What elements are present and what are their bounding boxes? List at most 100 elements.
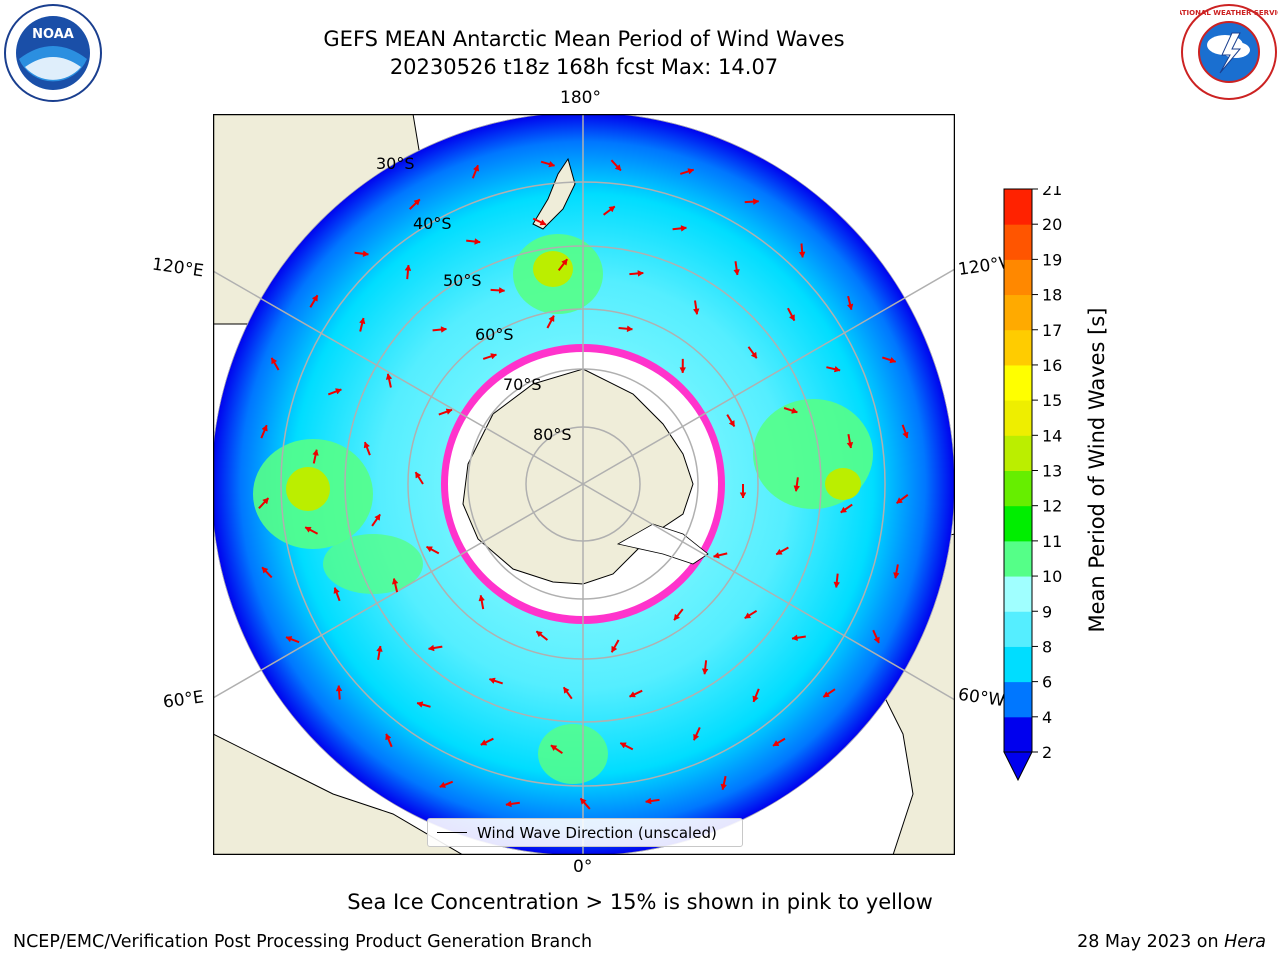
chart-subtitle: 20230526 t18z 168h fcst Max: 14.07: [389, 55, 779, 79]
wave-direction-arrowhead: [535, 630, 543, 638]
colorbar-tick-label: 8: [1042, 637, 1052, 656]
colorbar-tick-label: 2: [1042, 743, 1052, 762]
colorbar-tick-label: 15: [1042, 391, 1062, 410]
footer-system: Hera: [1224, 932, 1266, 952]
colorbar-tick-label: 4: [1042, 708, 1052, 727]
colorbar-tick-label: 9: [1042, 602, 1052, 621]
wave-direction-arrowhead: [548, 315, 555, 323]
legend-label: Wind Wave Direction (unscaled): [477, 823, 717, 842]
wave-direction-arrowhead: [788, 314, 795, 322]
new-zealand-land: [532, 157, 576, 230]
wave-direction-arrowhead: [261, 566, 269, 574]
colorbar-tick-label: 19: [1042, 250, 1062, 269]
wave-direction-arrowhead: [474, 238, 481, 245]
lon-label-180: 180°: [560, 88, 601, 108]
wave-direction-arrowhead: [750, 351, 758, 359]
wave-direction-arrowhead: [415, 471, 422, 479]
wave-direction-arrowhead: [359, 317, 366, 325]
wave-direction-arrowhead: [728, 420, 735, 427]
wave-direction-arrowhead: [580, 798, 587, 805]
wave-direction-arrowhead: [498, 287, 506, 294]
wave-direction-arrowhead: [611, 645, 618, 653]
colorbar-extend-triangle: [1003, 751, 1033, 782]
wave-direction-arrowhead: [619, 742, 627, 749]
wave-direction-arrowhead: [902, 431, 909, 439]
wave-direction-arrowhead: [680, 225, 688, 232]
wave-direction-arrowhead: [693, 733, 700, 741]
africa-land: [213, 733, 464, 855]
wave-direction-arrowhead: [362, 250, 370, 257]
noaa-logo: NOAA: [3, 3, 103, 103]
wave-direction-arrowhead: [798, 251, 806, 258]
colorbar-block: [1004, 189, 1032, 225]
lat-label-80s: 80°S: [533, 425, 572, 444]
wave-direction-arrowhead: [645, 797, 652, 805]
wave-direction-arrowhead: [385, 373, 393, 380]
wave-direction-arrowhead: [626, 325, 634, 333]
wave-direction-arrowhead: [775, 548, 783, 555]
footer-date-text: 28 May 2023 on: [1077, 932, 1225, 952]
wave-direction-arrowhead: [445, 408, 453, 415]
wave-direction-arrowhead: [312, 449, 319, 456]
colorbar-tick-label: 12: [1042, 497, 1062, 516]
wave-direction-arrowhead: [791, 407, 798, 414]
wave-direction-arrowhead: [701, 668, 709, 675]
wave-direction-arrowhead: [488, 677, 496, 684]
colorbar-tick-label: 17: [1042, 321, 1062, 340]
wind-wave-arrows: [258, 159, 909, 810]
wave-direction-arrowhead: [733, 269, 740, 276]
wave-direction-arrowhead: [548, 160, 556, 168]
wave-direction-arrowhead: [629, 691, 636, 698]
wave-direction-arrowhead: [637, 270, 644, 277]
wave-direction-arrowhead: [413, 199, 421, 206]
colorbar: 21 20 19 18 17 16 15 14 13 12 11 10 9 8 6 4 2: [1000, 180, 1090, 786]
colorbar-block: [1004, 294, 1032, 331]
wave-direction-arrowhead: [416, 701, 424, 708]
colorbar-block: [1004, 681, 1032, 718]
colorbar-block: [1004, 329, 1032, 366]
wave-direction-arrowhead: [427, 644, 435, 652]
nws-logo: NATIONAL WEATHER SERVICE: [1171, 3, 1280, 101]
colorbar-tick-label: 20: [1042, 215, 1062, 234]
wave-direction-arrowhead: [833, 365, 841, 373]
wave-direction-arrowhead: [687, 168, 695, 175]
wave-direction-arrowhead: [262, 497, 269, 505]
wave-direction-arrowhead: [333, 587, 340, 594]
wave-direction-arrowhead: [404, 264, 412, 271]
chart-title: GEFS MEAN Antarctic Mean Period of Wind …: [323, 27, 845, 51]
wave-direction-arrowhead: [833, 581, 841, 589]
wave-direction-arrowhead: [426, 546, 433, 553]
wave-direction-arrowhead: [744, 612, 752, 619]
colorbar-block: [1004, 224, 1032, 260]
nws-logo-text: NATIONAL WEATHER SERVICE: [1180, 9, 1278, 17]
colorbar-block: [1004, 470, 1032, 507]
wave-direction-arrowhead: [550, 745, 558, 752]
lat-label-50s: 50°S: [443, 271, 482, 290]
wave-direction-arrowhead: [873, 636, 880, 644]
wave-direction-arrowhead: [480, 739, 488, 746]
footer-date: 28 May 2023 on Hera: [1077, 932, 1266, 952]
wave-direction-arrowhead: [846, 303, 854, 311]
legend-line-swatch: [437, 832, 467, 833]
lon-label-120e: 120°E: [150, 254, 205, 282]
colorbar-block: [1004, 646, 1032, 683]
lon-label-60w: 60°W: [956, 684, 1007, 712]
colorbar-block: [1004, 364, 1032, 401]
lat-label-30s: 30°S: [376, 154, 415, 173]
colorbar-block: [1004, 259, 1032, 296]
wave-direction-arrowhead: [311, 294, 318, 302]
lat-label-60s: 60°S: [475, 325, 514, 344]
wave-direction-arrowhead: [679, 367, 687, 374]
wave-direction-arrowhead: [846, 441, 854, 449]
wave-direction-arrowhead: [472, 164, 480, 172]
colorbar-label: Mean Period of Wind Waves [s]: [1085, 307, 1109, 633]
colorbar-tick-label: 6: [1042, 673, 1052, 692]
wave-direction-arrowhead: [505, 800, 512, 808]
wave-direction-arrowhead: [673, 613, 681, 621]
footer-credit: NCEP/EMC/Verification Post Processing Pr…: [13, 932, 593, 952]
wave-direction-arrowhead: [385, 733, 392, 741]
wave-direction-arrowhead: [304, 526, 312, 533]
wave-direction-arrowhead: [335, 684, 343, 692]
wave-direction-arrowhead: [753, 198, 760, 205]
wave-direction-arrowhead: [772, 740, 780, 747]
